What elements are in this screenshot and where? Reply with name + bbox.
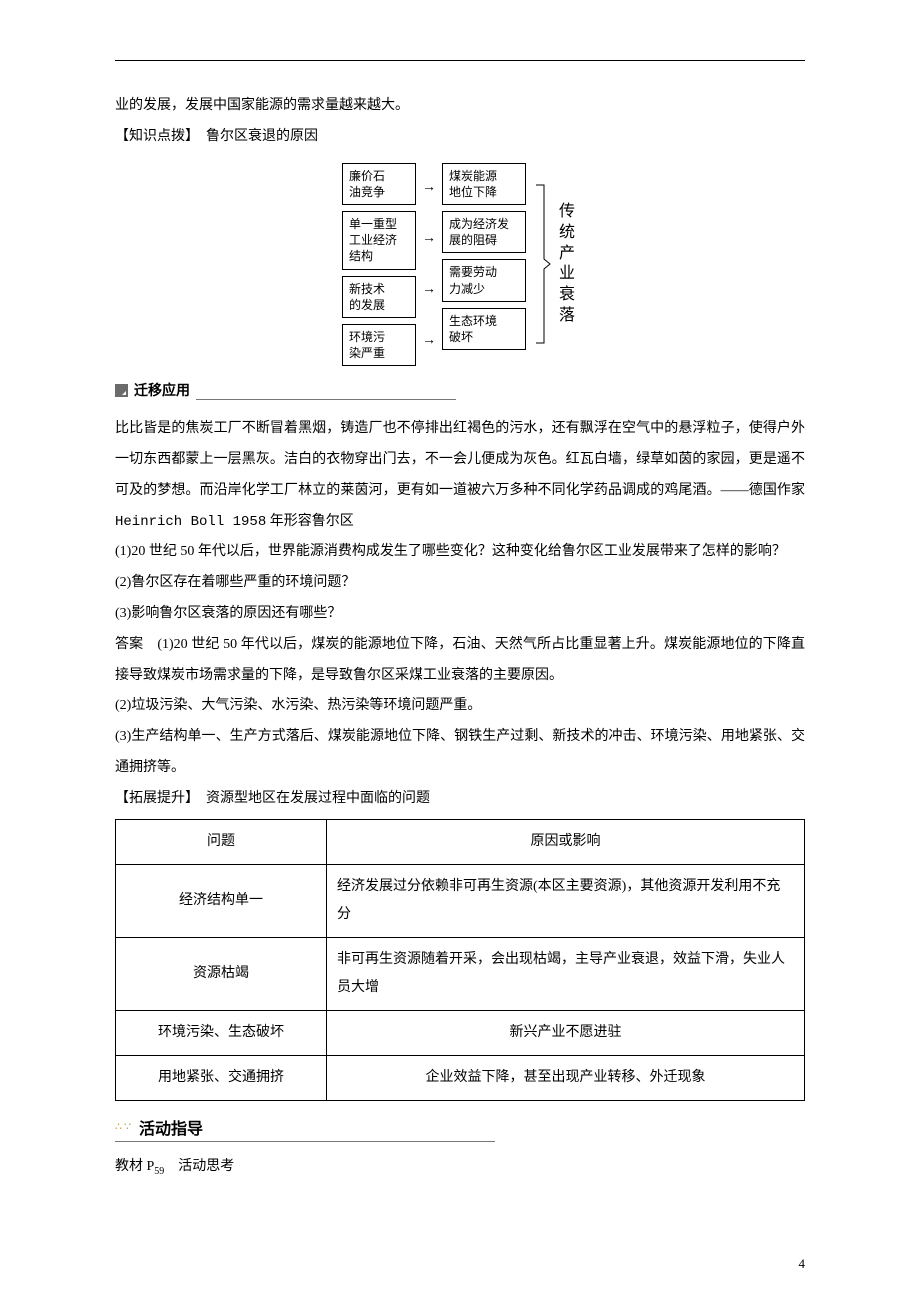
activity-dots-icon: ∴∵ [115, 1120, 133, 1133]
flowchart-inner: 廉价石 油竞争 单一重型 工业经济 结构 新技术 的发展 环境污 染严重 → →… [342, 163, 578, 367]
table-row: 环境污染、生态破坏 新兴产业不愿进驻 [116, 1010, 805, 1055]
textbook-ref: 教材 P59 活动思考 [115, 1152, 805, 1183]
question-1: (1)20 世纪 50 年代以后，世界能源消费构成发生了哪些变化？这种变化给鲁尔… [115, 537, 805, 568]
flowchart-right-col: 煤炭能源 地位下降 成为经济发 展的阻碍 需要劳动 力减少 生态环境 破坏 [442, 163, 526, 367]
fc-box-right-3: 生态环境 破坏 [442, 308, 526, 350]
textbook-ref-post: 活动思考 [164, 1159, 234, 1174]
answer-3: (3)生产结构单一、生产方式落后、煤炭能源地位下降、钢铁生产过剩、新技术的冲击、… [115, 722, 805, 784]
intro-tail: 业的发展，发展中国家能源的需求量越来越大。 [115, 91, 805, 122]
fc-box-right-2: 需要劳动 力减少 [442, 259, 526, 301]
fc-box-right-1: 成为经济发 展的阻碍 [442, 211, 526, 253]
fc-box-left-1: 单一重型 工业经济 结构 [342, 211, 416, 270]
arrow-icon: → [422, 321, 436, 361]
question-3: (3)影响鲁尔区衰落的原因还有哪些？ [115, 599, 805, 630]
fc-result-box: 传统产业衰落 [556, 196, 578, 333]
page-number: 4 [799, 1256, 806, 1272]
table-cell-problem: 环境污染、生态破坏 [116, 1010, 327, 1055]
migration-label: 迁移应用 [134, 380, 190, 400]
table-cell-reason: 企业效益下降，甚至出现产业转移、外迁现象 [327, 1055, 805, 1100]
expand-label: 【拓展提升】 资源型地区在发展过程中面临的问题 [115, 784, 805, 815]
fc-box-right-0: 煤炭能源 地位下降 [442, 163, 526, 205]
resource-region-table: 问题 原因或影响 经济结构单一 经济发展过分依赖非可再生资源(本区主要资源)，其… [115, 819, 805, 1101]
textbook-ref-pre: 教材 P [115, 1159, 154, 1174]
table-header-row: 问题 原因或影响 [116, 819, 805, 864]
table-header-reason: 原因或影响 [327, 819, 805, 864]
migration-underline [196, 389, 456, 400]
migration-header: 迁移应用 [115, 380, 805, 400]
arrow-icon: → [422, 168, 436, 208]
fc-box-left-0: 廉价石 油竞争 [342, 163, 416, 205]
arrow-icon: → [422, 270, 436, 310]
table-cell-reason: 经济发展过分依赖非可再生资源(本区主要资源)，其他资源开发利用不充分 [327, 864, 805, 937]
knowledge-label: 【知识点拨】 鲁尔区衰退的原因 [115, 122, 805, 153]
textbook-ref-sub: 59 [154, 1165, 164, 1176]
passage: 比比皆是的焦炭工厂不断冒着黑烟，铸造厂也不停排出红褐色的污水，还有飘浮在空气中的… [115, 414, 805, 537]
fc-box-left-2: 新技术 的发展 [342, 276, 416, 318]
top-rule [115, 60, 805, 61]
table-header-problem: 问题 [116, 819, 327, 864]
flowchart-bracket [526, 163, 556, 367]
table-cell-problem: 用地紧张、交通拥挤 [116, 1055, 327, 1100]
flowchart-result: 传统产业衰落 [556, 163, 578, 367]
table-row: 资源枯竭 非可再生资源随着开采，会出现枯竭，主导产业衰退，效益下滑，失业人员大增 [116, 937, 805, 1010]
migration-icon [115, 384, 128, 397]
activity-title: 活动指导 [139, 1115, 203, 1139]
flowchart-arrows-1: → → → → [416, 163, 442, 367]
answer-2: (2)垃圾污染、大气污染、水污染、热污染等环境问题严重。 [115, 691, 805, 722]
page: 业的发展，发展中国家能源的需求量越来越大。 【知识点拨】 鲁尔区衰退的原因 廉价… [0, 0, 920, 1302]
table-cell-problem: 资源枯竭 [116, 937, 327, 1010]
activity-header: ∴∵ 活动指导 [115, 1115, 805, 1142]
answer-1-text: (1)20 世纪 50 年代以后，煤炭的能源地位下降，石油、天然气所占比重显著上… [115, 637, 805, 683]
table-cell-problem: 经济结构单一 [116, 864, 327, 937]
activity-underline [115, 1141, 495, 1142]
latin-author: Heinrich Boll 1958 [115, 514, 266, 530]
arrow-icon: → [422, 219, 436, 259]
passage-text: 比比皆是的焦炭工厂不断冒着黑烟，铸造厂也不停排出红褐色的污水，还有飘浮在空气中的… [115, 421, 805, 528]
activity-top: ∴∵ 活动指导 [115, 1115, 805, 1139]
fc-box-left-3: 环境污 染严重 [342, 324, 416, 366]
answer-label: 答案 [115, 637, 157, 652]
question-2: (2)鲁尔区存在着哪些严重的环境问题？ [115, 568, 805, 599]
table-cell-reason: 非可再生资源随着开采，会出现枯竭，主导产业衰退，效益下滑，失业人员大增 [327, 937, 805, 1010]
table-row: 经济结构单一 经济发展过分依赖非可再生资源(本区主要资源)，其他资源开发利用不充… [116, 864, 805, 937]
ruhr-decline-flowchart: 廉价石 油竞争 单一重型 工业经济 结构 新技术 的发展 环境污 染严重 → →… [115, 163, 805, 367]
table-cell-reason: 新兴产业不愿进驻 [327, 1010, 805, 1055]
flowchart-left-col: 廉价石 油竞争 单一重型 工业经济 结构 新技术 的发展 环境污 染严重 [342, 163, 416, 367]
table-row: 用地紧张、交通拥挤 企业效益下降，甚至出现产业转移、外迁现象 [116, 1055, 805, 1100]
answer-1: 答案 (1)20 世纪 50 年代以后，煤炭的能源地位下降，石油、天然气所占比重… [115, 630, 805, 692]
